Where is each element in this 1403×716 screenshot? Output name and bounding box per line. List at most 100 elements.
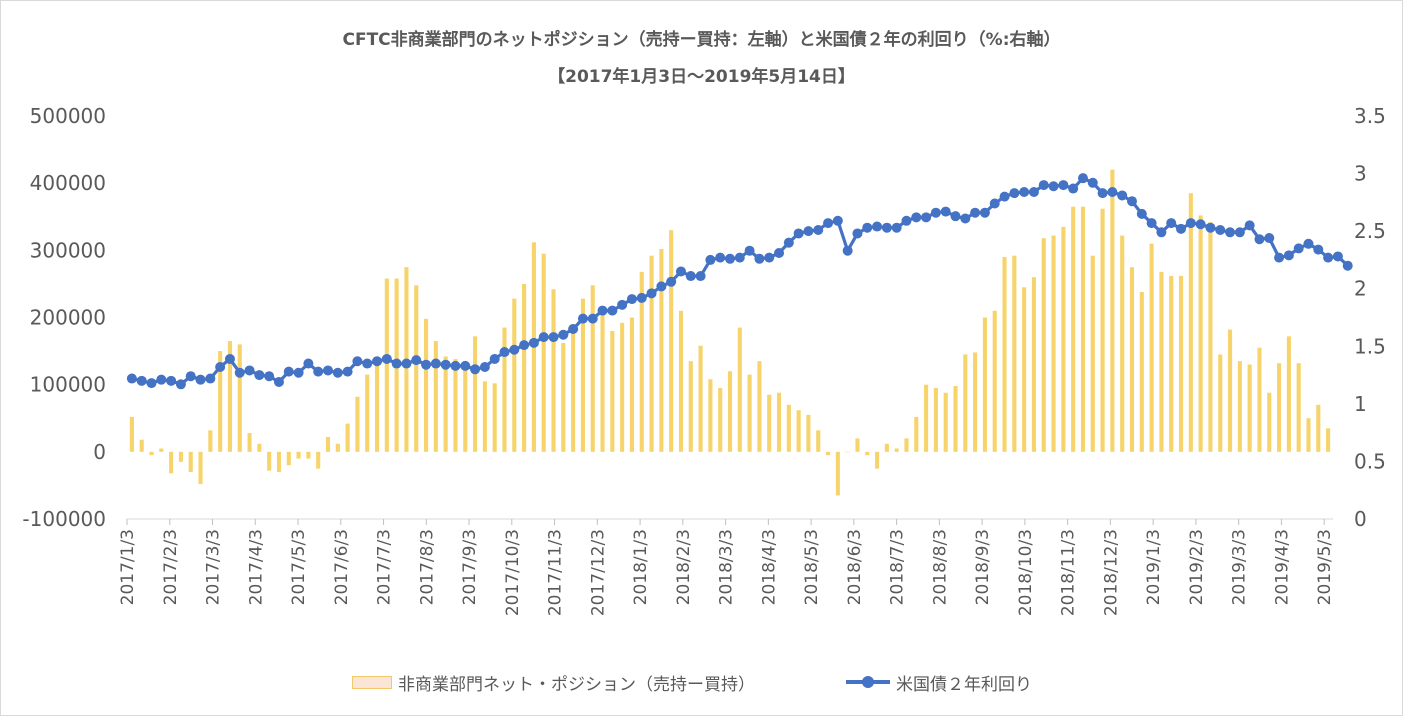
bar <box>492 383 497 452</box>
bar <box>727 371 733 452</box>
series-point <box>372 356 383 367</box>
y-right-tick-label: 2.5 <box>1354 219 1386 243</box>
series-point <box>156 374 167 385</box>
bar <box>433 341 438 452</box>
bar <box>776 392 782 452</box>
series-point <box>901 215 912 226</box>
bar <box>276 451 282 472</box>
series-point <box>832 215 843 226</box>
series-point <box>1068 183 1079 194</box>
y-left-tick-label: 300000 <box>30 238 106 262</box>
series-point <box>1254 234 1265 245</box>
series-point <box>1019 186 1030 197</box>
bar <box>198 451 203 485</box>
x-tick-label: 2019/3/3 <box>1230 529 1250 605</box>
bar <box>227 341 233 452</box>
x-tick-label: 2018/4/3 <box>759 529 779 605</box>
bar <box>1237 361 1242 452</box>
bar <box>169 451 174 474</box>
bar <box>933 388 938 452</box>
bar <box>1218 354 1223 452</box>
bar <box>502 327 507 452</box>
bar <box>1051 235 1056 452</box>
series-point <box>891 222 902 233</box>
series-point <box>1176 223 1187 234</box>
y-left-tick-label: 400000 <box>30 171 106 195</box>
series-point <box>1215 224 1226 235</box>
y-right-tick-label: 0 <box>1354 507 1367 531</box>
series-point <box>725 253 735 264</box>
series-point <box>803 226 814 237</box>
bar <box>669 230 674 452</box>
y-left-tick-label: 500000 <box>30 104 106 128</box>
series-point <box>813 224 824 235</box>
bar <box>1080 206 1086 452</box>
legend-swatch-line <box>846 675 890 689</box>
bar <box>139 439 144 452</box>
series-point <box>636 292 647 303</box>
x-tick-label: 2017/8/3 <box>417 529 437 605</box>
series-point <box>568 324 579 335</box>
bar <box>659 248 664 452</box>
y-left-tick-label: 100000 <box>30 373 106 397</box>
y-right-tick-label: 2 <box>1354 277 1367 301</box>
series-point <box>744 245 755 256</box>
x-tick-label: 2019/5/3 <box>1315 529 1335 605</box>
series-point <box>1038 180 1049 191</box>
bar <box>1120 235 1125 452</box>
y-left-tick-label: 200000 <box>30 306 106 330</box>
series-point <box>1205 222 1216 233</box>
series-point <box>1293 243 1304 254</box>
series-point <box>342 366 353 377</box>
series-point <box>558 329 569 340</box>
series-point <box>195 374 206 385</box>
bar <box>463 365 468 452</box>
bar <box>218 351 223 452</box>
series-point <box>1087 177 1098 188</box>
bar <box>1061 226 1066 452</box>
bar <box>149 451 154 456</box>
bar <box>884 443 889 452</box>
series-point <box>136 375 147 386</box>
bar <box>992 310 997 452</box>
bar <box>316 451 321 469</box>
bar <box>414 285 419 452</box>
series-point <box>685 271 696 282</box>
bar <box>571 324 576 452</box>
series-point <box>1048 181 1059 192</box>
series-point <box>215 362 226 373</box>
series-point <box>1342 260 1353 271</box>
x-tick-label: 2019/2/3 <box>1187 529 1207 605</box>
series-point <box>1117 190 1128 201</box>
bar <box>600 310 605 452</box>
x-tick-label: 2017/11/3 <box>546 529 566 616</box>
bar <box>551 289 556 452</box>
x-tick-label: 2018/3/3 <box>717 529 737 605</box>
series-point <box>323 365 333 376</box>
series-point <box>1274 252 1285 263</box>
x-tick-label: 2018/5/3 <box>802 529 822 605</box>
series-point <box>1156 227 1167 238</box>
series-point <box>479 362 490 373</box>
series-point <box>244 365 255 376</box>
series-point <box>205 373 216 384</box>
bar <box>1188 193 1193 452</box>
bar <box>1227 329 1233 452</box>
legend-item-net-position: 非商業部門ネット・ポジション（売持ー買持） <box>352 670 755 695</box>
x-tick-label: 2017/6/3 <box>332 529 352 605</box>
series-point <box>852 228 863 239</box>
series-point <box>989 198 1000 209</box>
bar <box>522 283 527 452</box>
series-point <box>1332 251 1343 262</box>
series-point <box>1136 208 1147 219</box>
bar <box>688 361 693 452</box>
series-point <box>1185 218 1196 229</box>
series-point <box>411 355 422 366</box>
bar <box>1286 336 1291 452</box>
bar <box>1012 255 1017 452</box>
bar <box>1316 404 1321 452</box>
bar <box>1149 243 1154 452</box>
bar <box>473 336 478 452</box>
series-point <box>979 207 990 218</box>
